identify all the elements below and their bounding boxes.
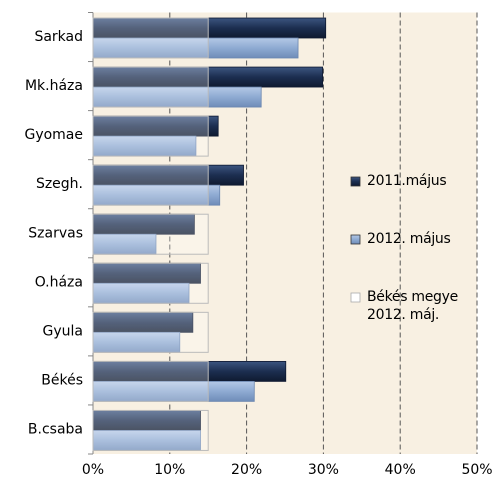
legend-label: 2011.május <box>367 173 447 189</box>
y-tick-label: Békés <box>41 372 83 388</box>
bar <box>92 164 209 206</box>
legend-label: 2012. május <box>367 231 451 247</box>
bar <box>92 115 209 157</box>
x-tick-label: 0% <box>82 462 104 478</box>
legend-swatch <box>350 176 361 187</box>
y-tick-label: Gyomae <box>24 127 83 143</box>
bar <box>92 17 209 59</box>
bar <box>92 360 209 402</box>
y-tick-label: Szegh. <box>36 176 83 192</box>
x-tick-label: 10% <box>154 462 185 478</box>
y-tick-label: Szarvas <box>28 225 83 241</box>
y-tick-label: B.csaba <box>28 421 83 437</box>
x-tick-label: 20% <box>231 462 262 478</box>
x-tick-label: 50% <box>461 462 492 478</box>
bar <box>92 409 209 451</box>
legend-label: Békés megye 2012. máj. <box>367 289 458 323</box>
y-tick-label: Sarkad <box>34 29 83 45</box>
y-tick-label: Mk.háza <box>25 78 83 94</box>
y-tick-label: O.háza <box>35 274 83 290</box>
y-tick-label: Gyula <box>43 323 83 339</box>
legend-swatch <box>350 234 361 245</box>
bar <box>92 311 209 353</box>
legend-swatch <box>350 292 361 303</box>
bar <box>92 66 209 108</box>
bar <box>92 213 209 255</box>
x-tick-label: 30% <box>308 462 339 478</box>
x-tick-label: 40% <box>385 462 416 478</box>
bar <box>92 262 209 304</box>
